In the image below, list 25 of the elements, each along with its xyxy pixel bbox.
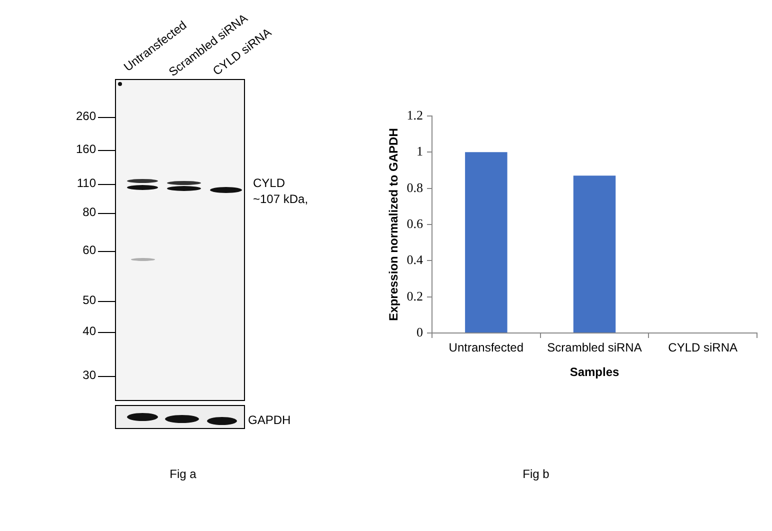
x-axis-title: Samples bbox=[570, 365, 620, 380]
text: 60 bbox=[82, 243, 96, 258]
text: 80 bbox=[82, 205, 96, 220]
text: 40 bbox=[82, 324, 96, 339]
x-tick-label: CYLD siRNA bbox=[668, 340, 738, 355]
text: 110 bbox=[76, 176, 96, 191]
x-tick-label: Untransfected bbox=[448, 340, 524, 355]
text: 160 bbox=[76, 142, 96, 157]
text: ~107 kDa, bbox=[253, 192, 308, 207]
text: 260 bbox=[76, 109, 96, 124]
y-tick-label: 0 bbox=[416, 324, 423, 340]
text: GAPDH bbox=[248, 413, 291, 428]
y-tick-label: 1.2 bbox=[406, 107, 423, 122]
y-axis-title: Expression normalized to GAPDH bbox=[386, 128, 401, 321]
text: Fig a bbox=[170, 467, 196, 482]
text: 30 bbox=[82, 368, 96, 383]
text: CYLD bbox=[253, 176, 286, 191]
y-tick-label: 0.6 bbox=[406, 216, 424, 231]
y-tick-label: 0.8 bbox=[406, 180, 423, 195]
x-tick-label: Scrambled siRNA bbox=[547, 340, 642, 355]
text: 50 bbox=[82, 293, 96, 308]
text: Fig b bbox=[522, 467, 550, 482]
y-tick-label: 0.2 bbox=[406, 288, 423, 304]
y-tick-label: 0.4 bbox=[406, 252, 424, 268]
y-tick-label: 1 bbox=[416, 144, 423, 159]
